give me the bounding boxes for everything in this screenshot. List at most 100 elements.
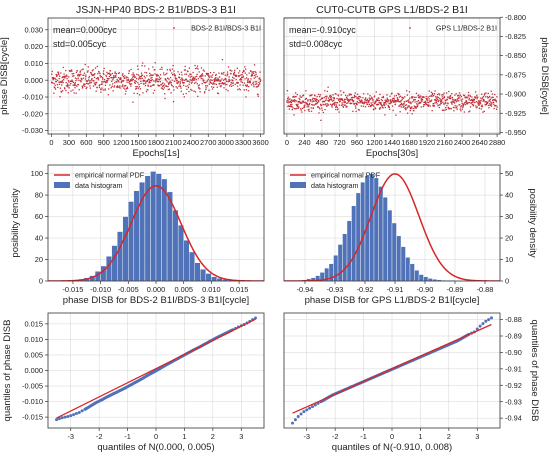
- ts2-point: [442, 94, 444, 96]
- ts1-point: [105, 81, 107, 83]
- hist1-bar: [155, 173, 162, 281]
- ts1-point: [187, 86, 190, 89]
- ts2-point: [354, 102, 356, 105]
- ts1-point: [140, 82, 142, 85]
- hist1-bar: [200, 268, 207, 281]
- ts2-point: [384, 106, 387, 109]
- ts2-point: [489, 104, 491, 107]
- ts2-point: [328, 100, 330, 102]
- ts1-point: [222, 83, 225, 85]
- ts1-point: [226, 75, 228, 77]
- qq2-xtick-label: 2: [447, 432, 451, 441]
- ts2-point: [311, 94, 313, 96]
- ts1-point: [135, 88, 137, 90]
- ts2-point: [460, 105, 463, 107]
- ts2-point: [421, 99, 424, 101]
- ts2-point: [333, 98, 335, 100]
- ts2-point: [387, 101, 389, 103]
- ts2-point: [355, 107, 357, 109]
- ts1-point: [138, 78, 140, 80]
- ts2-point: [490, 105, 493, 107]
- ts2-point: [400, 99, 402, 102]
- ts1-point: [101, 77, 104, 79]
- ts1-point: [55, 81, 58, 83]
- ts1-point: [71, 70, 73, 72]
- ts2-point: [354, 92, 356, 94]
- ts2-point: [350, 96, 353, 99]
- ts1-point: [158, 84, 160, 87]
- ts1-point: [149, 72, 151, 75]
- ts1-point: [214, 80, 217, 82]
- ts1-point: [159, 78, 161, 80]
- ts2-point: [396, 100, 398, 102]
- ts1-point: [164, 79, 167, 81]
- ts2-point: [429, 95, 431, 98]
- hist1-bar: [166, 191, 173, 281]
- ts1-point: [256, 86, 258, 88]
- qq2-frame: [283, 312, 501, 429]
- ts2-point: [385, 99, 387, 101]
- ts2-point: [311, 99, 314, 101]
- ts1-point: [87, 66, 89, 68]
- ts2-point: [398, 101, 401, 103]
- ts1-point: [74, 77, 77, 79]
- ts2-point: [343, 91, 345, 94]
- ts1-point: [67, 92, 69, 94]
- ts2-point: [389, 103, 391, 105]
- ts1-point: [216, 80, 218, 82]
- ts2-point: [319, 103, 322, 106]
- ts1-point: [135, 78, 138, 80]
- ts1-point: [66, 84, 68, 87]
- ts1-point: [198, 86, 200, 89]
- ts1-point: [150, 80, 153, 82]
- ts1-point: [218, 76, 221, 78]
- ts1-point: [167, 82, 170, 84]
- ts1-point: [59, 81, 61, 83]
- ts2-point: [477, 96, 479, 98]
- ts1-point: [133, 92, 135, 94]
- ts2-point: [355, 102, 358, 105]
- ts2-point: [314, 98, 316, 100]
- ts2-point: [380, 104, 383, 106]
- ts1-point: [157, 78, 159, 80]
- ts2-point: [372, 104, 374, 106]
- ts2-point: [373, 95, 376, 97]
- ts1-point: [143, 79, 146, 82]
- ts1-point: [210, 75, 212, 77]
- ts1-point: [241, 74, 243, 76]
- hist2-xlabel: phase DISB for GPS L1/BDS-2 B1I[cycle]: [305, 295, 480, 306]
- ts1-point: [190, 73, 192, 76]
- ts1-point: [107, 94, 109, 96]
- hist2-bar: [423, 276, 429, 281]
- ts1-point: [147, 78, 150, 80]
- ts1-point: [235, 75, 238, 77]
- ts1-point: [111, 85, 113, 87]
- ts1-point: [213, 79, 215, 81]
- ts2-point: [471, 103, 474, 106]
- ts1-point: [218, 80, 220, 82]
- ts1-point: [152, 66, 154, 68]
- ts1-point: [109, 74, 112, 76]
- hist1-xtick-label: 0.015: [230, 285, 249, 294]
- ts2-point: [327, 104, 330, 106]
- ts1-point: [93, 73, 95, 76]
- ts2-point: [356, 93, 359, 95]
- ts2-point: [287, 105, 289, 108]
- ts1-point: [258, 77, 261, 79]
- ts1-point: [94, 84, 96, 86]
- ts1-point: [62, 79, 65, 81]
- ts2-point: [413, 110, 415, 112]
- ts1-point: [74, 82, 76, 84]
- ts1-point: [252, 81, 255, 83]
- ts2-point: [337, 99, 340, 101]
- ts1-point: [197, 95, 199, 98]
- ts1-point: [249, 80, 251, 82]
- ts1-point: [217, 77, 219, 79]
- ts1-point: [125, 90, 127, 92]
- ts1-point: [233, 71, 236, 73]
- ts2-point: [434, 90, 436, 92]
- ts1-point: [72, 81, 75, 84]
- ts1-point: [213, 80, 215, 83]
- ts2-point: [315, 100, 317, 103]
- ts2-point: [460, 106, 462, 108]
